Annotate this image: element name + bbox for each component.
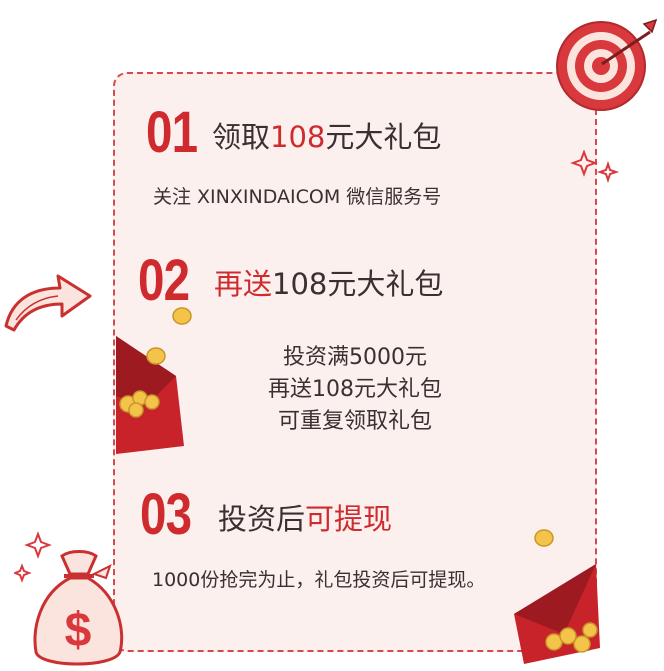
red-envelope-icon xyxy=(116,336,184,454)
step-02-number: 02 xyxy=(138,248,190,313)
step-03-number: 03 xyxy=(140,482,192,547)
step-02-line-1: 投资满5000元 xyxy=(283,345,427,370)
gold-coin-icon xyxy=(534,529,554,547)
step-02-details: 投资满5000元 再送108元大礼包 可重复领取礼包 xyxy=(113,342,597,438)
red-envelope-icon xyxy=(514,564,600,664)
step-03-description: 1000份抢完为止，礼包投资后可提现。 xyxy=(152,569,486,591)
step-02-line-2: 再送108元大礼包 xyxy=(268,377,442,402)
step-02-line-3: 可重复领取礼包 xyxy=(277,409,432,434)
step-01-title: 领取108元大礼包 xyxy=(212,120,442,154)
step-02-title: 再送108元大礼包 xyxy=(214,267,444,301)
money-bag-icon: $ xyxy=(14,531,124,666)
step-03-title: 投资后可提现 xyxy=(218,502,393,536)
promo-card xyxy=(113,72,597,652)
svg-text:$: $ xyxy=(65,604,92,657)
gold-coin-icon xyxy=(146,347,166,365)
step-01-number: 01 xyxy=(146,100,198,165)
step-01-description: 关注 XINXINDAICOM 微信服务号 xyxy=(153,186,442,208)
target-icon xyxy=(556,18,658,111)
sparkle-icon xyxy=(570,150,620,184)
gold-coin-icon xyxy=(172,307,192,325)
arrow-icon xyxy=(4,274,92,332)
